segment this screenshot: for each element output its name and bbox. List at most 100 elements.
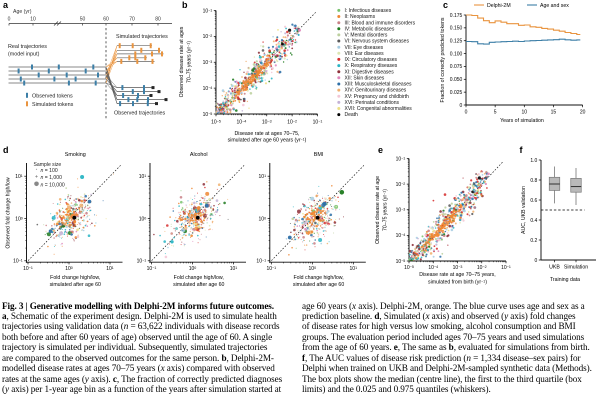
svg-text:XVII: Congenital abnormalities: XVII: Congenital abnormalities — [345, 106, 413, 112]
svg-text:Simulated tokens: Simulated tokens — [32, 102, 74, 108]
svg-text:XIV: Genitourinary diseases: XIV: Genitourinary diseases — [345, 88, 407, 94]
svg-text:0.050: 0.050 — [450, 77, 463, 83]
svg-text:Fold change high/low,: Fold change high/low, — [293, 275, 343, 281]
svg-text:10−2: 10−2 — [396, 182, 406, 188]
svg-text:10−4: 10−4 — [237, 119, 247, 125]
svg-text:UKB: UKB — [549, 265, 560, 271]
svg-text:n = 1,000: n = 1,000 — [41, 175, 63, 181]
svg-text:10−3: 10−3 — [396, 207, 406, 213]
svg-text:0.025: 0.025 — [450, 90, 463, 96]
svg-text:101: 101 — [106, 266, 114, 272]
svg-text:Delphi-2M: Delphi-2M — [487, 3, 511, 9]
svg-text:Fold change high/low,: Fold change high/low, — [50, 275, 100, 281]
svg-text:Training data: Training data — [550, 277, 580, 283]
svg-text:XV: Pregnancy and childbirth: XV: Pregnancy and childbirth — [345, 94, 410, 100]
svg-text:10−4: 10−4 — [396, 233, 406, 239]
svg-text:20: 20 — [580, 110, 586, 116]
svg-text:0: 0 — [465, 110, 468, 116]
svg-text:Disease rate at age 70–75 year: Disease rate at age 70–75 years, — [419, 272, 495, 278]
svg-text:101: 101 — [15, 174, 23, 180]
svg-text:III: Blood and immune disorder: III: Blood and immune disorders — [345, 20, 416, 26]
svg-text:0.2: 0.2 — [530, 238, 537, 244]
svg-text:Years of simulation: Years of simulation — [500, 118, 544, 124]
svg-text:100: 100 — [189, 266, 197, 272]
svg-text:d: d — [3, 145, 9, 155]
svg-text:10−3: 10−3 — [203, 60, 213, 66]
svg-text:10−1: 10−1 — [203, 8, 213, 14]
svg-text:I: Infectious diseases: I: Infectious diseases — [345, 8, 392, 14]
svg-text:(model input): (model input) — [8, 52, 40, 58]
svg-text:VII: Eye diseases: VII: Eye diseases — [345, 45, 384, 51]
svg-text:Alcohol: Alcohol — [190, 152, 208, 158]
svg-text:10−1: 10−1 — [256, 258, 266, 264]
svg-text:10−5: 10−5 — [396, 259, 406, 265]
svg-text:simulated from birth (yr−1): simulated from birth (yr−1) — [428, 279, 487, 285]
svg-text:f: f — [520, 145, 524, 155]
svg-text:n = 100: n = 100 — [41, 168, 58, 174]
svg-text:IV: Metabolic diseases: IV: Metabolic diseases — [345, 26, 395, 32]
svg-text:5: 5 — [494, 110, 497, 116]
svg-text:Simulated trajectories: Simulated trajectories — [116, 34, 168, 40]
svg-text:100: 100 — [309, 266, 317, 272]
svg-text:10−2: 10−2 — [477, 265, 487, 271]
svg-text:Sample size: Sample size — [34, 162, 62, 168]
svg-text:0.125: 0.125 — [450, 39, 463, 45]
svg-text:0.075: 0.075 — [450, 64, 463, 70]
svg-text:100: 100 — [139, 216, 147, 222]
svg-text:Disease rate at ages 70–75,: Disease rate at ages 70–75, — [235, 131, 300, 137]
svg-text:10−2: 10−2 — [203, 34, 213, 40]
svg-text:0.6: 0.6 — [530, 198, 537, 204]
svg-text:10−1: 10−1 — [396, 156, 406, 162]
svg-text:60: 60 — [103, 17, 109, 23]
svg-text:Death: Death — [345, 112, 359, 118]
svg-text:XII: Skin diseases: XII: Skin diseases — [345, 75, 385, 81]
svg-text:II: Neoplasms: II: Neoplasms — [345, 14, 376, 20]
svg-text:Fold change high/low,: Fold change high/low, — [174, 275, 224, 281]
svg-text:Age and sex: Age and sex — [540, 3, 569, 9]
svg-text:101: 101 — [350, 266, 358, 272]
svg-text:Fraction of correctly predicte: Fraction of correctly predicted tokens — [440, 17, 446, 102]
svg-text:10−1: 10−1 — [23, 266, 33, 272]
svg-text:10−5: 10−5 — [203, 112, 213, 118]
svg-text:0.100: 0.100 — [450, 51, 463, 57]
svg-text:0.8: 0.8 — [530, 178, 537, 184]
svg-text:Observed fold change high/low: Observed fold change high/low — [6, 177, 12, 248]
svg-text:80: 80 — [155, 17, 161, 23]
svg-text:70–75 years (yr−1): 70–75 years (yr−1) — [186, 41, 192, 83]
svg-text:10−5: 10−5 — [211, 119, 221, 125]
svg-text:10−2: 10−2 — [287, 119, 297, 125]
svg-text:100: 100 — [259, 216, 267, 222]
svg-text:10−1: 10−1 — [501, 265, 511, 271]
svg-text:10−1: 10−1 — [147, 266, 157, 272]
svg-text:0.175: 0.175 — [450, 13, 463, 19]
svg-text:50: 50 — [80, 17, 86, 23]
svg-text:c: c — [443, 0, 448, 10]
svg-text:100: 100 — [15, 216, 23, 222]
svg-text:IX: Circulatory diseases: IX: Circulatory diseases — [345, 57, 398, 63]
svg-text:Observed trajectories: Observed trajectories — [114, 111, 166, 117]
svg-text:simulated after age 60: simulated after age 60 — [293, 282, 344, 288]
svg-text:b: b — [182, 0, 188, 10]
svg-text:100: 100 — [65, 266, 73, 272]
svg-text:Real trajectories: Real trajectories — [8, 44, 47, 50]
svg-text:10: 10 — [30, 17, 36, 23]
svg-text:0: 0 — [460, 103, 463, 109]
svg-text:15: 15 — [551, 110, 557, 116]
svg-text:Observed disease rate at ages: Observed disease rate at ages — [179, 26, 185, 97]
svg-text:10−1: 10−1 — [13, 258, 23, 264]
svg-text:Observed tokens: Observed tokens — [32, 94, 73, 100]
svg-text:70–75 years (yr−1): 70–75 years (yr−1) — [382, 189, 388, 231]
svg-text:AUC, UKB validation: AUC, UKB validation — [521, 186, 527, 234]
svg-text:10: 10 — [522, 110, 528, 116]
svg-text:10−4: 10−4 — [203, 86, 213, 92]
svg-text:10−3: 10−3 — [262, 119, 272, 125]
svg-text:Observed disease rate at age: Observed disease rate at age — [375, 176, 381, 244]
svg-text:10−1: 10−1 — [313, 119, 323, 125]
svg-text:XIII: Musculoskeletal diseases: XIII: Musculoskeletal diseases — [345, 82, 412, 88]
svg-text:simulated after age 60 years (: simulated after age 60 years (yr−1) — [228, 137, 307, 143]
svg-text:Simulation: Simulation — [564, 265, 588, 271]
svg-text:Age (yr): Age (yr) — [13, 9, 32, 15]
svg-text:simulated after age 60: simulated after age 60 — [173, 282, 224, 288]
svg-text:101: 101 — [139, 174, 147, 180]
svg-text:101: 101 — [230, 266, 238, 272]
